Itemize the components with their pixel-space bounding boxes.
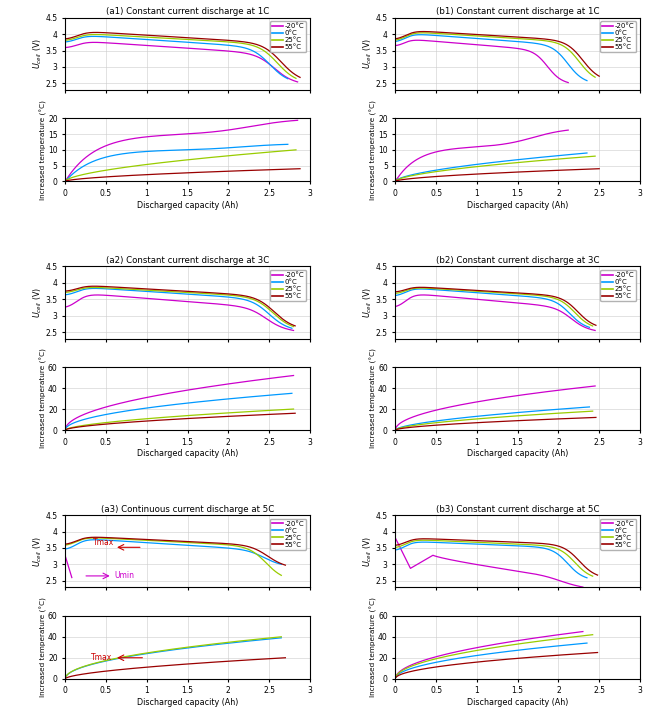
Y-axis label: Increased temperature (°C): Increased temperature (°C) (39, 597, 46, 697)
Y-axis label: $U_{cell}$ (V): $U_{cell}$ (V) (362, 38, 374, 69)
Y-axis label: Increased temperature (°C): Increased temperature (°C) (370, 597, 377, 697)
Y-axis label: Increased temperature (°C): Increased temperature (°C) (370, 349, 377, 448)
X-axis label: Discharged capacity (Ah): Discharged capacity (Ah) (137, 450, 238, 458)
Legend: -20°C, 0°C, 25°C, 55°C: -20°C, 0°C, 25°C, 55°C (270, 270, 306, 301)
Legend: -20°C, 0°C, 25°C, 55°C: -20°C, 0°C, 25°C, 55°C (600, 270, 637, 301)
Title: (a1) Constant current discharge at 1C: (a1) Constant current discharge at 1C (106, 7, 269, 16)
X-axis label: Discharged capacity (Ah): Discharged capacity (Ah) (137, 201, 238, 210)
Title: (a3) Continuous current discharge at 5C: (a3) Continuous current discharge at 5C (101, 505, 274, 513)
Legend: -20°C, 0°C, 25°C, 55°C: -20°C, 0°C, 25°C, 55°C (270, 518, 306, 550)
X-axis label: Discharged capacity (Ah): Discharged capacity (Ah) (467, 698, 568, 707)
Text: Tmax: Tmax (91, 653, 112, 662)
Y-axis label: Increased temperature (°C): Increased temperature (°C) (39, 349, 46, 448)
Title: (b2) Constant current discharge at 3C: (b2) Constant current discharge at 3C (436, 256, 599, 265)
Legend: -20°C, 0°C, 25°C, 55°C: -20°C, 0°C, 25°C, 55°C (600, 518, 637, 550)
Legend: -20°C, 0°C, 25°C, 55°C: -20°C, 0°C, 25°C, 55°C (600, 21, 637, 52)
Title: (a2) Constant current discharge at 3C: (a2) Constant current discharge at 3C (106, 256, 269, 265)
X-axis label: Discharged capacity (Ah): Discharged capacity (Ah) (137, 698, 238, 707)
Text: Tmax: Tmax (93, 538, 114, 547)
Y-axis label: $U_{cell}$ (V): $U_{cell}$ (V) (31, 536, 44, 567)
Y-axis label: $U_{cell}$ (V): $U_{cell}$ (V) (31, 287, 44, 318)
Y-axis label: $U_{cell}$ (V): $U_{cell}$ (V) (362, 287, 374, 318)
X-axis label: Discharged capacity (Ah): Discharged capacity (Ah) (467, 450, 568, 458)
Title: (b3) Constant current discharge at 5C: (b3) Constant current discharge at 5C (436, 505, 599, 513)
Y-axis label: Increased temperature (°C): Increased temperature (°C) (370, 100, 377, 200)
Y-axis label: $U_{cell}$ (V): $U_{cell}$ (V) (362, 536, 374, 567)
Text: Umin: Umin (114, 571, 135, 580)
X-axis label: Discharged capacity (Ah): Discharged capacity (Ah) (467, 201, 568, 210)
Legend: -20°C, 0°C, 25°C, 55°C: -20°C, 0°C, 25°C, 55°C (270, 21, 306, 52)
Title: (b1) Constant current discharge at 1C: (b1) Constant current discharge at 1C (436, 7, 599, 16)
Y-axis label: $U_{cell}$ (V): $U_{cell}$ (V) (31, 38, 44, 69)
Y-axis label: Increased temperature (°C): Increased temperature (°C) (39, 100, 46, 200)
